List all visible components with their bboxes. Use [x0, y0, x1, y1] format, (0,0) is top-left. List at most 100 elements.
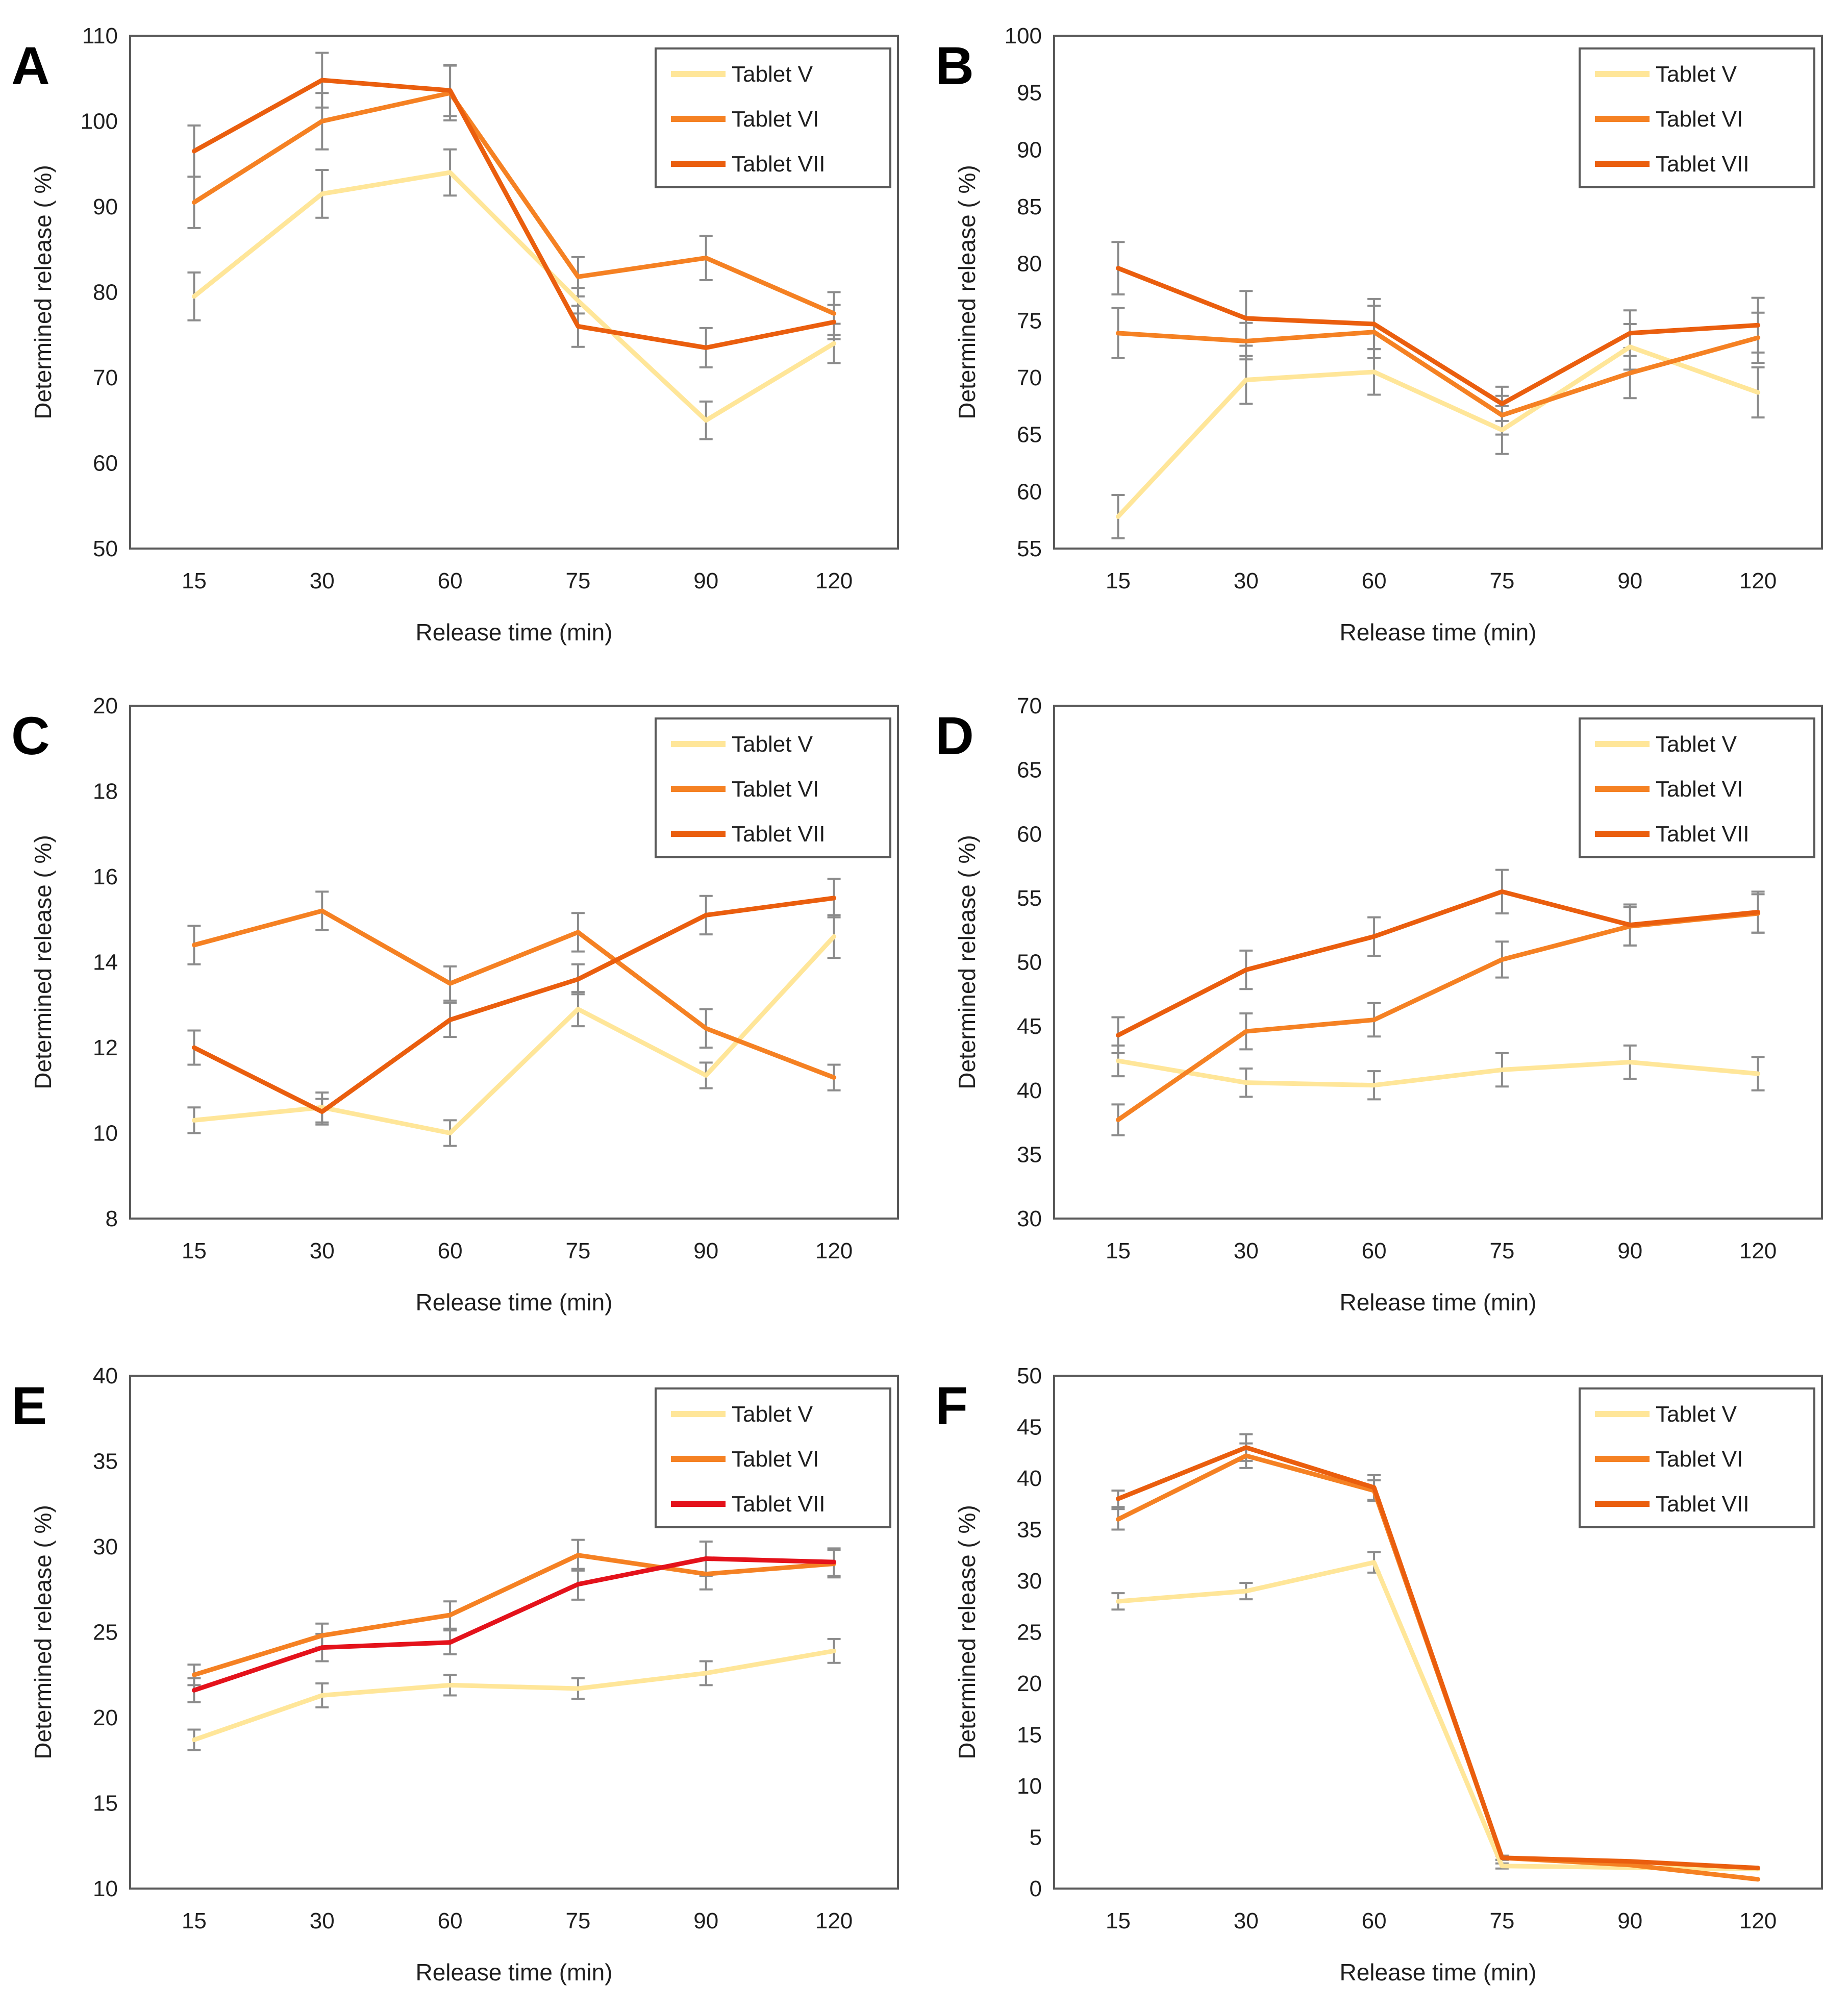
chart-panel-f: 0 5 10 15 20 25 30 35 40 45 50 15 30 60 75 90 120 Release… — [935, 1363, 1823, 1986]
svg-text:75: 75 — [1489, 1908, 1514, 1933]
error-bars-tablet-v — [1111, 323, 1765, 539]
svg-text:30: 30 — [310, 1238, 335, 1263]
svg-text:70: 70 — [1017, 365, 1042, 390]
series-line-tablet-vii — [191, 896, 837, 1114]
svg-text:35: 35 — [1017, 1518, 1042, 1543]
x-axis-title: Release time (min) — [1340, 1959, 1537, 1986]
svg-text:8: 8 — [106, 1206, 118, 1231]
plot-border — [1053, 35, 1823, 550]
svg-text:30: 30 — [310, 1908, 335, 1933]
series-line-tablet-v — [1115, 344, 1761, 519]
chart-panel-b: 55 60 65 70 75 80 85 90 95 100 15 30 60 75 90 120 Releas… — [935, 23, 1823, 646]
svg-text:20: 20 — [93, 693, 118, 718]
svg-text:90: 90 — [693, 568, 718, 593]
svg-text:50: 50 — [1017, 1363, 1042, 1388]
series-line-tablet-v — [191, 170, 837, 423]
x-axis-title: Release time (min) — [416, 1289, 613, 1316]
svg-text:45: 45 — [1017, 1415, 1042, 1440]
plot-border — [1053, 1375, 1823, 1890]
svg-text:15: 15 — [1106, 568, 1131, 593]
legend-label-tablet-v: Tablet V — [732, 62, 813, 87]
series-line-tablet-vii — [191, 78, 837, 350]
panel-b: 55 60 65 70 75 80 85 90 95 100 15 30 60 75 90 120 Releas… — [924, 0, 1848, 670]
svg-text:60: 60 — [1017, 822, 1042, 847]
legend-label-tablet-v: Tablet V — [1656, 1402, 1737, 1427]
panel-c: 8 10 12 14 16 18 20 15 30 60 75 90 120 Release time (… — [0, 670, 924, 1340]
x-tick-labels: 15 30 60 75 90 120 — [182, 1238, 853, 1263]
series-line-tablet-vii — [191, 1556, 837, 1693]
svg-text:35: 35 — [93, 1449, 118, 1474]
svg-text:35: 35 — [1017, 1142, 1042, 1167]
legend-label-tablet-vii: Tablet VII — [1656, 822, 1749, 847]
legend-label-tablet-vii: Tablet VII — [1656, 152, 1749, 177]
y-tick-labels: 10 15 20 25 30 35 40 — [93, 1363, 118, 1901]
svg-text:65: 65 — [1017, 423, 1042, 448]
svg-text:10: 10 — [1017, 1774, 1042, 1799]
series-line-tablet-vii — [1115, 889, 1761, 1038]
legend-label-tablet-v: Tablet V — [1656, 62, 1737, 87]
x-axis-title: Release time (min) — [1340, 1289, 1537, 1316]
svg-text:90: 90 — [693, 1908, 718, 1933]
y-axis-title: Determined release ( %) — [30, 835, 56, 1089]
svg-text:30: 30 — [93, 1534, 118, 1559]
svg-text:70: 70 — [1017, 693, 1042, 718]
panel-label-f: F — [935, 1376, 968, 1436]
panel-label-e: E — [11, 1376, 47, 1436]
series-line-tablet-v — [1115, 1058, 1761, 1088]
svg-text:60: 60 — [438, 1238, 463, 1263]
svg-text:15: 15 — [93, 1791, 118, 1816]
svg-text:10: 10 — [93, 1876, 118, 1901]
chart-panel-a: 50 60 70 80 90 100 110 15 30 60 75 90 120 Release tim… — [11, 23, 899, 646]
legend: Tablet V Tablet VI Tablet VII — [655, 1387, 891, 1528]
svg-text:75: 75 — [1489, 1238, 1514, 1263]
legend: Tablet V Tablet VI Tablet VII — [1579, 1387, 1815, 1528]
svg-text:25: 25 — [93, 1620, 118, 1645]
svg-text:75: 75 — [565, 568, 590, 593]
error-bars-tablet-vii — [1111, 1433, 1509, 1861]
panel-label-d: D — [935, 706, 974, 766]
svg-text:15: 15 — [182, 1908, 207, 1933]
x-tick-labels: 15 30 60 75 90 120 — [1106, 1908, 1777, 1933]
series-line-tablet-vi — [1115, 330, 1761, 418]
x-tick-labels: 15 30 60 75 90 120 — [182, 568, 853, 593]
svg-text:30: 30 — [1234, 1908, 1259, 1933]
legend-label-tablet-vi: Tablet VI — [732, 1447, 819, 1472]
chart-panel-e: 10 15 20 25 30 35 40 15 30 60 75 90 120 Release time … — [11, 1363, 899, 1986]
svg-text:60: 60 — [1362, 1238, 1387, 1263]
legend-label-tablet-vii: Tablet VII — [1656, 1492, 1749, 1517]
legend-label-tablet-vi: Tablet VI — [732, 777, 819, 802]
svg-text:95: 95 — [1017, 81, 1042, 106]
svg-text:85: 85 — [1017, 194, 1042, 219]
panel-f: 0 5 10 15 20 25 30 35 40 45 50 15 30 60 75 90 120 Release… — [924, 1340, 1848, 2010]
svg-text:75: 75 — [1489, 568, 1514, 593]
panel-e: 10 15 20 25 30 35 40 15 30 60 75 90 120 Release time … — [0, 1340, 924, 2010]
legend: Tablet V Tablet VI Tablet VII — [1579, 47, 1815, 188]
svg-text:60: 60 — [438, 1908, 463, 1933]
svg-text:20: 20 — [1017, 1671, 1042, 1696]
panel-a: 50 60 70 80 90 100 110 15 30 60 75 90 120 Release tim… — [0, 0, 924, 670]
legend-label-tablet-vi: Tablet VI — [1656, 777, 1743, 802]
svg-text:90: 90 — [1617, 568, 1642, 593]
svg-text:0: 0 — [1030, 1876, 1042, 1901]
x-tick-labels: 15 30 60 75 90 120 — [1106, 568, 1777, 593]
chart-panel-d: 30 35 40 45 50 55 60 65 70 15 30 60 75 90 120 Release t… — [935, 693, 1823, 1316]
svg-text:120: 120 — [815, 568, 853, 593]
series-line-tablet-vi — [1115, 911, 1761, 1123]
svg-text:120: 120 — [815, 1238, 853, 1263]
y-axis-title: Determined release ( %) — [30, 1505, 56, 1759]
y-tick-labels: 55 60 65 70 75 80 85 90 95 100 — [1005, 23, 1042, 561]
x-axis-title: Release time (min) — [416, 1959, 613, 1986]
panel-label-b: B — [935, 36, 974, 96]
panel-d: 30 35 40 45 50 55 60 65 70 15 30 60 75 90 120 Release t… — [924, 670, 1848, 1340]
svg-text:75: 75 — [1017, 308, 1042, 333]
legend-label-tablet-vii: Tablet VII — [732, 1492, 825, 1517]
panel-label-a: A — [11, 36, 50, 96]
svg-text:12: 12 — [93, 1035, 118, 1060]
legend-label-tablet-v: Tablet V — [1656, 732, 1737, 757]
x-axis-title: Release time (min) — [1340, 619, 1537, 646]
error-bars-tablet-vii — [187, 1540, 841, 1703]
y-tick-labels: 8 10 12 14 16 18 20 — [93, 693, 118, 1231]
svg-text:30: 30 — [310, 568, 335, 593]
svg-text:60: 60 — [1362, 568, 1387, 593]
svg-text:60: 60 — [1362, 1908, 1387, 1933]
